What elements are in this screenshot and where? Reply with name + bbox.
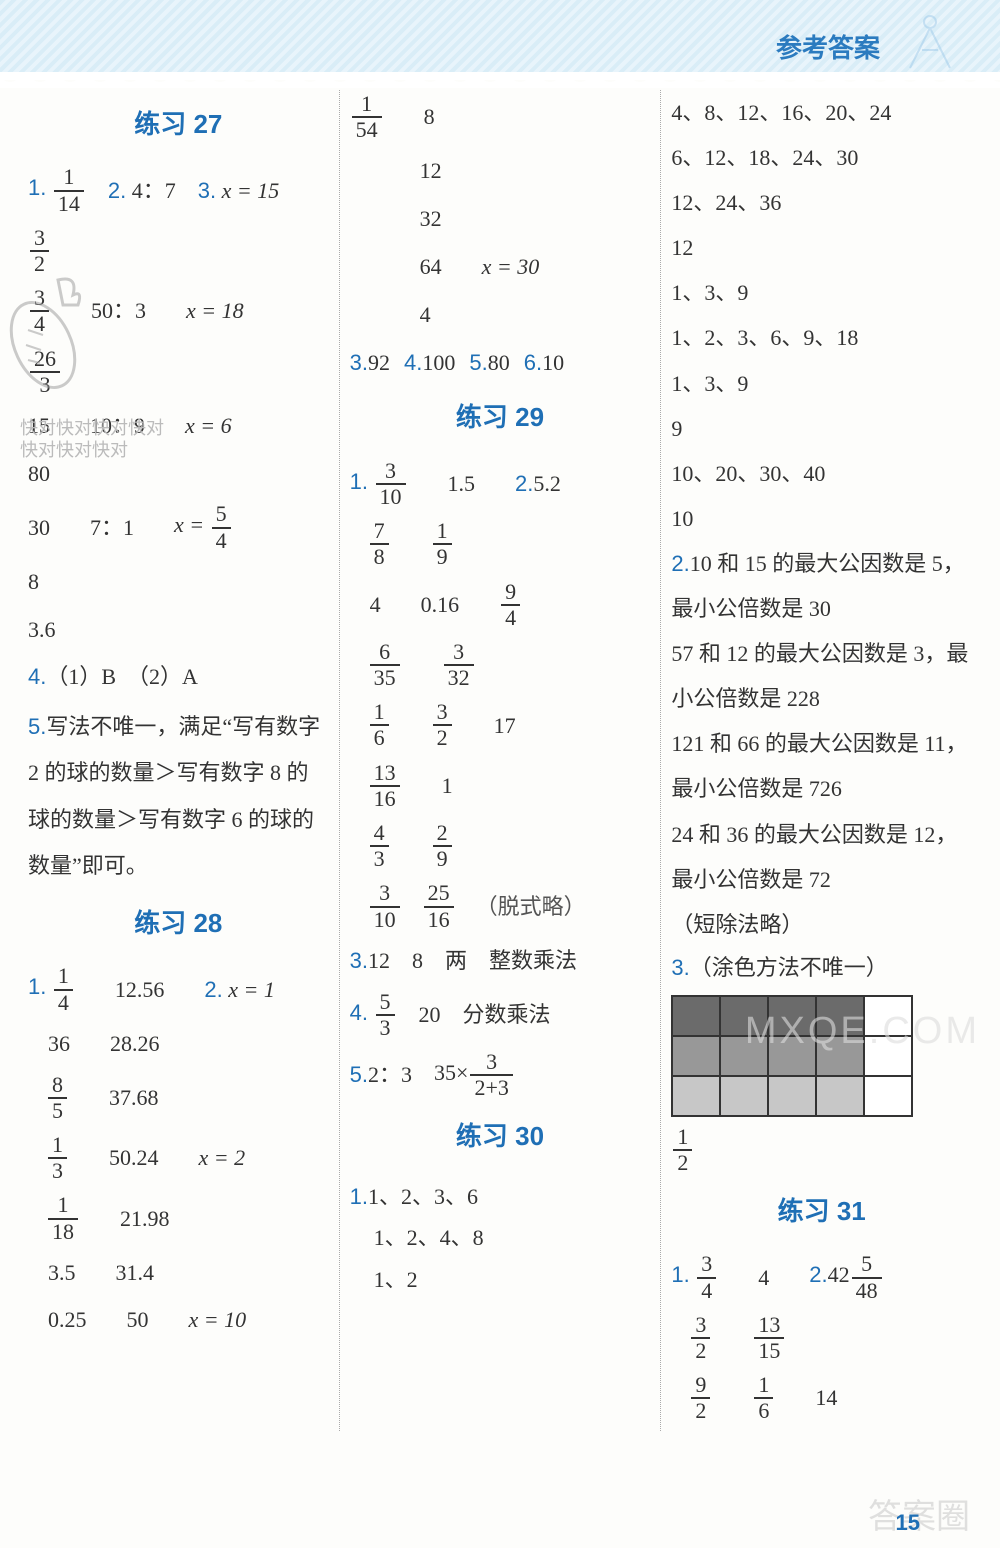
watermark-kuaidui: 快对快对快对快对 快对快对快对 — [20, 418, 164, 461]
s28-r7: 0.2550 x = 10 — [28, 1299, 329, 1341]
s27-q4: 4.（1）B （2）A — [28, 656, 329, 698]
grid-cell — [672, 996, 720, 1036]
s29-r2: 78 19 — [350, 517, 651, 571]
s29-q1: 1. 310 1.5 2.5.2 — [350, 457, 651, 511]
watermark-mxqe: MXQE.COM — [745, 1010, 980, 1053]
s31-r3: 92 16 14 — [671, 1371, 972, 1425]
section-27-title: 练习 27 — [28, 100, 329, 149]
c2-top-r1: 154 8 — [350, 90, 651, 144]
grid-cell — [816, 1076, 864, 1116]
c3-top-list: 4、8、12、16、20、24 6、12、18、24、30 12、24、36 1… — [671, 90, 972, 541]
s29-q5: 5.2：3 35×32+3 — [350, 1048, 651, 1102]
s31-q1: 1. 34 4 2.42548 — [671, 1250, 972, 1304]
grid-cell — [864, 1076, 912, 1116]
grid-cell — [768, 1076, 816, 1116]
s29-r6: 1316 1 — [350, 759, 651, 813]
s28-r5: 118 21.98 — [28, 1191, 329, 1245]
grid-cell — [672, 1036, 720, 1076]
s28-q1: 1. 14 12.56 2. x = 1 — [28, 962, 329, 1016]
c2-top-r4: 64x = 30 — [350, 246, 651, 288]
s30-q1: 1.1、2、3、6 1、2、4、8 1、2 — [350, 1176, 651, 1301]
c3-q2: 2.10 和 15 的最大公因数是 5，最小公倍数是 30 57 和 12 的最… — [671, 541, 972, 947]
s28-r2: 3628.26 — [28, 1023, 329, 1065]
s27-q1-row: 1. 114 2. 4：7 3. x = 15 — [28, 163, 329, 217]
s28-r3: 85 37.68 — [28, 1071, 329, 1125]
c3-q3-answer: 12 — [671, 1123, 972, 1177]
s29-r7: 43 29 — [350, 819, 651, 873]
page-number: 15 — [896, 1510, 920, 1536]
section-29-title: 练习 29 — [350, 393, 651, 442]
s27-q5: 5.写法不唯一，满足“写有数字 2 的球的数量＞写有数字 8 的球的数量＞写有数… — [28, 704, 329, 889]
section-30-title: 练习 30 — [350, 1112, 651, 1161]
section-31-title: 练习 31 — [671, 1187, 972, 1236]
c2-top-r5: 4 — [350, 294, 651, 336]
c3-q3: 3.（涂色方法不唯一） — [671, 947, 972, 989]
wave-divider — [0, 72, 1000, 88]
s29-q4: 4. 53 20 分数乘法 — [350, 988, 651, 1042]
s27-r7: 30 7：1 x = 54 — [28, 500, 329, 554]
page-content: 练习 27 1. 114 2. 4：7 3. x = 15 32 34 50：3… — [0, 80, 1000, 1451]
c2-top-r3: 32 — [350, 198, 651, 240]
s28-r6: 3.531.4 — [28, 1252, 329, 1294]
grid-cell — [720, 1076, 768, 1116]
s29-r5: 16 32 17 — [350, 698, 651, 752]
s28-r4: 13 50.24 x = 2 — [28, 1131, 329, 1185]
s29-r3: 4 0.16 94 — [350, 578, 651, 632]
section-28-title: 练习 28 — [28, 899, 329, 948]
grid-cell — [672, 1076, 720, 1116]
c2-top-r2: 12 — [350, 150, 651, 192]
s29-q3: 3.12 8 两 整数乘法 — [350, 940, 651, 982]
column-3: 4、8、12、16、20、24 6、12、18、24、30 12、24、36 1… — [660, 90, 982, 1431]
compass-icon — [890, 10, 970, 70]
s31-r2: 32 1315 — [671, 1311, 972, 1365]
s27-r8: 8 — [28, 561, 329, 603]
page-header: 参考答案 — [0, 0, 1000, 80]
column-2: 154 8 12 32 64x = 30 4 3.92 4.100 5.80 6… — [339, 90, 661, 1431]
c2-line3: 3.92 4.100 5.80 6.10 — [350, 342, 651, 384]
carrot-icon — [8, 270, 88, 390]
s29-r8: 310 2516 （脱式略） — [350, 879, 651, 933]
header-title: 参考答案 — [776, 28, 880, 65]
s27-r9: 3.6 — [28, 609, 329, 651]
s29-r4: 635 332 — [350, 638, 651, 692]
